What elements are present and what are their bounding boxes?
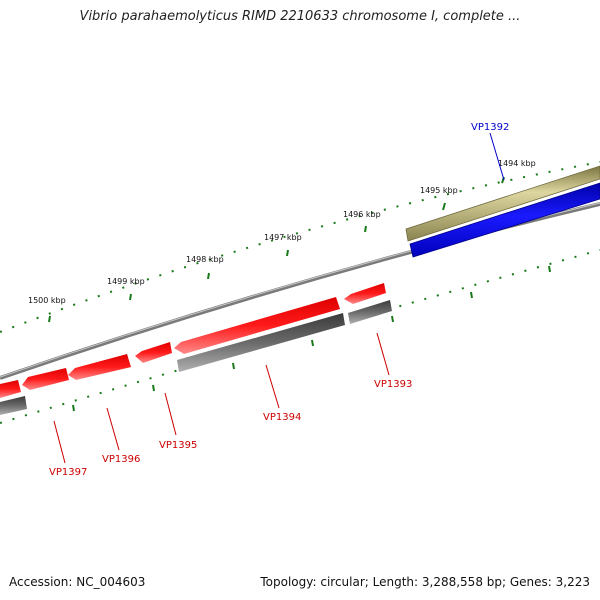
gene-vp1396[interactable]: [68, 354, 131, 380]
gene-vp1395[interactable]: [135, 342, 172, 363]
map-title: Vibrio parahaemolyticus RIMD 2210633 chr…: [79, 9, 521, 24]
scale-label-1496: 1496 kbp: [343, 210, 381, 219]
gene-vp1397-a[interactable]: [22, 368, 69, 390]
gene-vp1393[interactable]: [344, 283, 386, 304]
forward-gene-vp1392[interactable]: [409, 182, 600, 258]
label-vp1392[interactable]: VP1392: [471, 122, 509, 133]
feature-vp1394[interactable]: [177, 313, 345, 372]
gene-vp1397-b[interactable]: [0, 380, 21, 398]
gene-vp1394[interactable]: [174, 297, 340, 354]
feature-vp1393[interactable]: [348, 300, 392, 324]
inner-scale-ticks: [72, 265, 551, 412]
label-vp1393[interactable]: VP1393: [374, 379, 412, 390]
outer-tick-track: [0, 161, 600, 333]
scale-label-1497: 1497 kbp: [264, 233, 302, 242]
forward-feature-vp1392[interactable]: [405, 165, 600, 242]
label-vp1397[interactable]: VP1397: [49, 467, 87, 478]
backbone-highlight: [0, 202, 600, 378]
scale-label-1498: 1498 kbp: [186, 255, 224, 264]
label-vp1395[interactable]: VP1395: [159, 440, 197, 451]
scale-ticks: [48, 176, 505, 323]
scale-label-1495: 1495 kbp: [420, 186, 458, 195]
scale-label-1499: 1499 kbp: [107, 277, 145, 286]
accession-text: Accession: NC_004603: [9, 575, 146, 589]
scale-label-1494: 1494 kbp: [498, 159, 536, 168]
label-vp1396[interactable]: VP1396: [102, 454, 140, 465]
genome-summary-text: Topology: circular; Length: 3,288,558 bp…: [260, 575, 590, 589]
scale-label-1500: 1500 kbp: [28, 296, 66, 305]
chromosome-backbone: [0, 202, 600, 380]
label-vp1394[interactable]: VP1394: [263, 412, 301, 423]
label-leaders: [53, 132, 505, 464]
feature-vp1397[interactable]: [0, 396, 27, 415]
